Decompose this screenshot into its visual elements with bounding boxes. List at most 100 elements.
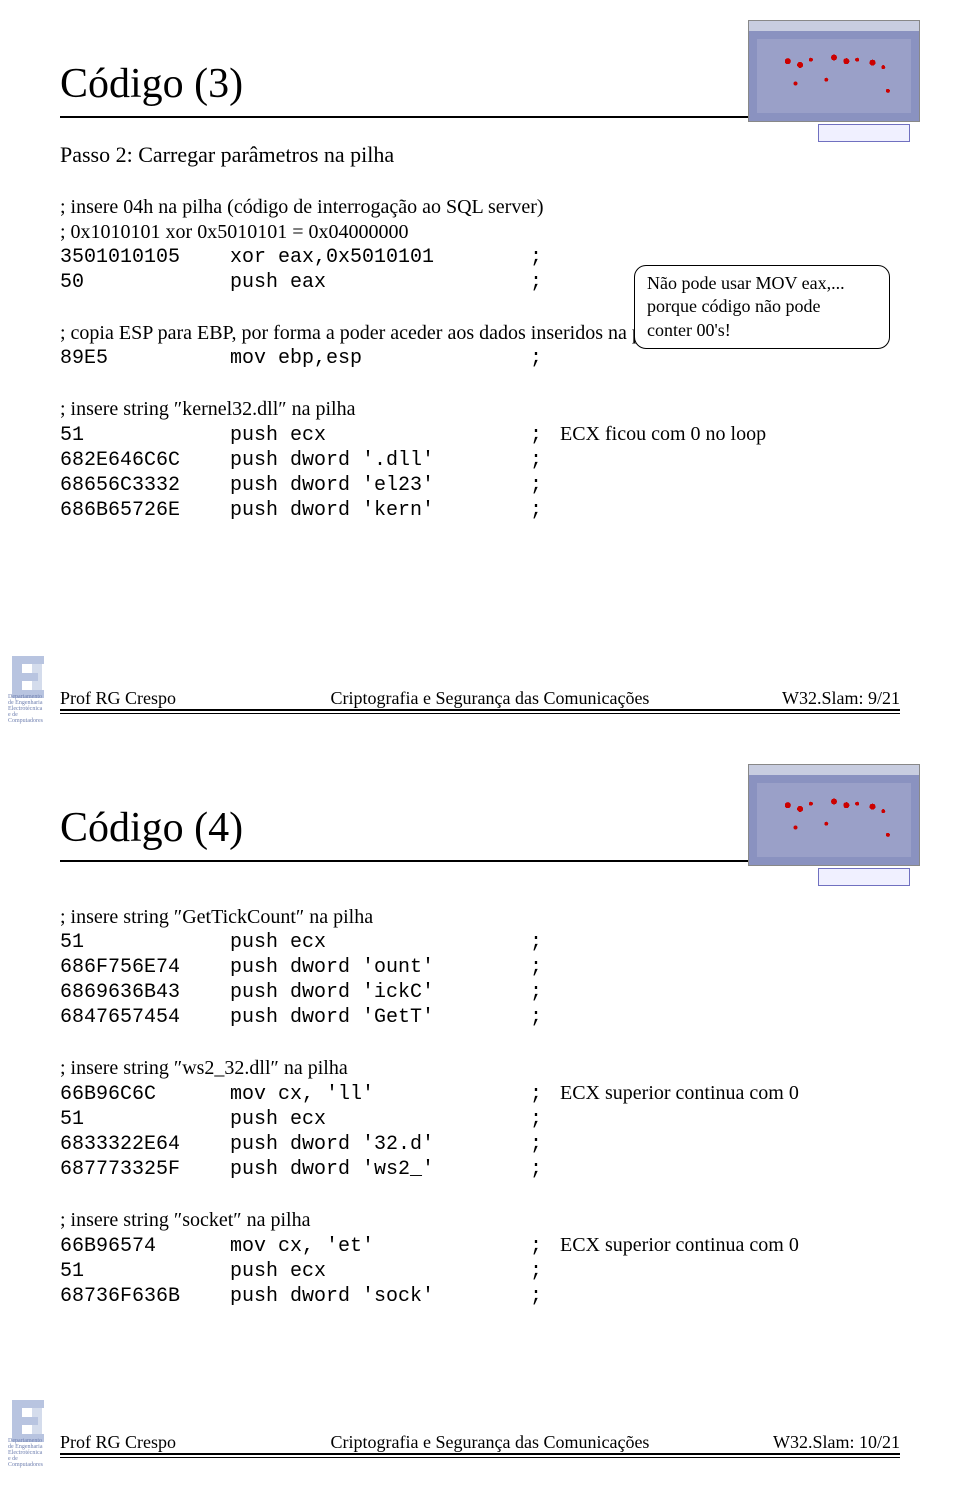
semi: ; [530,981,560,1004]
note: ECX ficou com 0 no loop [560,423,900,446]
footer-page: W32.Slam: 9/21 [720,688,900,709]
eec-text: Departamento de Engenharia Electrotécnic… [8,694,68,724]
hex: 51 [60,1260,230,1283]
code-block-3: ; insere string ″socket″ na pilha 66B965… [60,1209,900,1308]
semi: ; [530,1260,560,1283]
slide1-heading-block: Passo 2: Carregar parâmetros na pilha [60,142,900,168]
footer-author: Prof RG Crespo [60,1432,260,1453]
semi: ; [530,474,560,497]
comment: ; 0x1010101 xor 0x5010101 = 0x04000000 [60,221,900,244]
code-row: 686F756E74 push dword 'ount' ; [60,956,900,979]
code-row: 51 push ecx ; [60,931,900,954]
asm: push dword 'ount' [230,956,530,979]
hex: 6869636B43 [60,981,230,1004]
eec-logo: Departamento de Engenharia Electrotécnic… [8,656,56,726]
code-row: 682E646C6C push dword '.dll' ; [60,449,900,472]
note: ECX superior continua com 0 [560,1082,900,1105]
code-row: 89E5 mov ebp,esp ; [60,347,900,370]
code-block-1: ; insere string ″GetTickCount″ na pilha … [60,906,900,1029]
hex: 686B65726E [60,499,230,522]
hex: 66B96C6C [60,1083,230,1106]
semi: ; [530,956,560,979]
asm: push ecx [230,1260,530,1283]
semi: ; [530,271,560,294]
comment: ; insere 04h na pilha (código de interro… [60,196,900,219]
hex: 50 [60,271,230,294]
asm: push dword 'kern' [230,499,530,522]
code-row: 6847657454 push dword 'GetT' ; [60,1006,900,1029]
callout-line: porque código não pode [647,295,877,318]
note: ECX superior continua com 0 [560,1234,900,1257]
semi: ; [530,449,560,472]
footer-rule [60,713,900,714]
eec-text: Departamento de Engenharia Electrotécnic… [8,1438,68,1468]
map-link-box [818,124,910,142]
eec-logo: Departamento de Engenharia Electrotécnic… [8,1400,56,1470]
code-row: 51 push ecx ; ECX ficou com 0 no loop [60,423,900,447]
semi: ; [530,1133,560,1156]
hex: 51 [60,1108,230,1131]
asm: push eax [230,271,530,294]
map-thumbnail [748,20,920,122]
asm: xor eax,0x5010101 [230,246,530,269]
code-row: 68656C3332 push dword 'el23' ; [60,474,900,497]
hex: 66B96574 [60,1235,230,1258]
semi: ; [530,499,560,522]
map-link-box [818,868,910,886]
callout-line: conter 00's! [647,319,877,342]
semi: ; [530,1083,560,1106]
code-row: 6833322E64 push dword '32.d' ; [60,1133,900,1156]
code-row: 66B96C6C mov cx, 'll' ; ECX superior con… [60,1082,900,1106]
asm: push dword 'sock' [230,1285,530,1308]
code-row: 687773325F push dword 'ws2_' ; [60,1158,900,1181]
asm: push dword 'GetT' [230,1006,530,1029]
asm: mov cx, 'll' [230,1083,530,1106]
semi: ; [530,1285,560,1308]
asm: push ecx [230,931,530,954]
hex: 6847657454 [60,1006,230,1029]
hex: 3501010105 [60,246,230,269]
footer-author: Prof RG Crespo [60,688,260,709]
hex: 89E5 [60,347,230,370]
comment: ; insere string ″socket″ na pilha [60,1209,900,1232]
asm: push dword '.dll' [230,449,530,472]
asm: push ecx [230,1108,530,1131]
code-block-2: ; insere string ″ws2_32.dll″ na pilha 66… [60,1057,900,1181]
asm: mov cx, 'et' [230,1235,530,1258]
semi: ; [530,246,560,269]
semi: ; [530,1235,560,1258]
code-row: 51 push ecx ; [60,1260,900,1283]
semi: ; [530,424,560,447]
asm: push dword '32.d' [230,1133,530,1156]
comment: ; insere string ″ws2_32.dll″ na pilha [60,1057,900,1080]
hex: 68736F636B [60,1285,230,1308]
asm: push dword 'ickC' [230,981,530,1004]
code-row: 6869636B43 push dword 'ickC' ; [60,981,900,1004]
slide-1: Código (3) Passo 2: Carregar parâmetros … [0,0,960,744]
semi: ; [530,1006,560,1029]
code-block-3: ; insere string ″kernel32.dll″ na pilha … [60,398,900,522]
semi: ; [530,1158,560,1181]
footer-rule [60,1453,900,1455]
asm: mov ebp,esp [230,347,530,370]
footer-rule [60,709,900,711]
code-row: 51 push ecx ; [60,1108,900,1131]
hex: 51 [60,424,230,447]
footer-course: Criptografia e Segurança das Comunicaçõe… [260,1432,720,1453]
footer-page: W32.Slam: 10/21 [720,1432,900,1453]
code-row: 66B96574 mov cx, 'et' ; ECX superior con… [60,1234,900,1258]
step-heading: Passo 2: Carregar parâmetros na pilha [60,142,900,168]
callout-line: Não pode usar MOV eax,... [647,272,877,295]
footer-rule [60,1457,900,1458]
asm: push dword 'ws2_' [230,1158,530,1181]
comment: ; insere string ″kernel32.dll″ na pilha [60,398,900,421]
hex: 51 [60,931,230,954]
semi: ; [530,931,560,954]
code-row: 686B65726E push dword 'kern' ; [60,499,900,522]
asm: push ecx [230,424,530,447]
slide-2: Código (4) ; insere string ″GetTickCount… [0,744,960,1488]
asm: push dword 'el23' [230,474,530,497]
comment: ; insere string ″GetTickCount″ na pilha [60,906,900,929]
map-thumbnail [748,764,920,866]
semi: ; [530,347,560,370]
